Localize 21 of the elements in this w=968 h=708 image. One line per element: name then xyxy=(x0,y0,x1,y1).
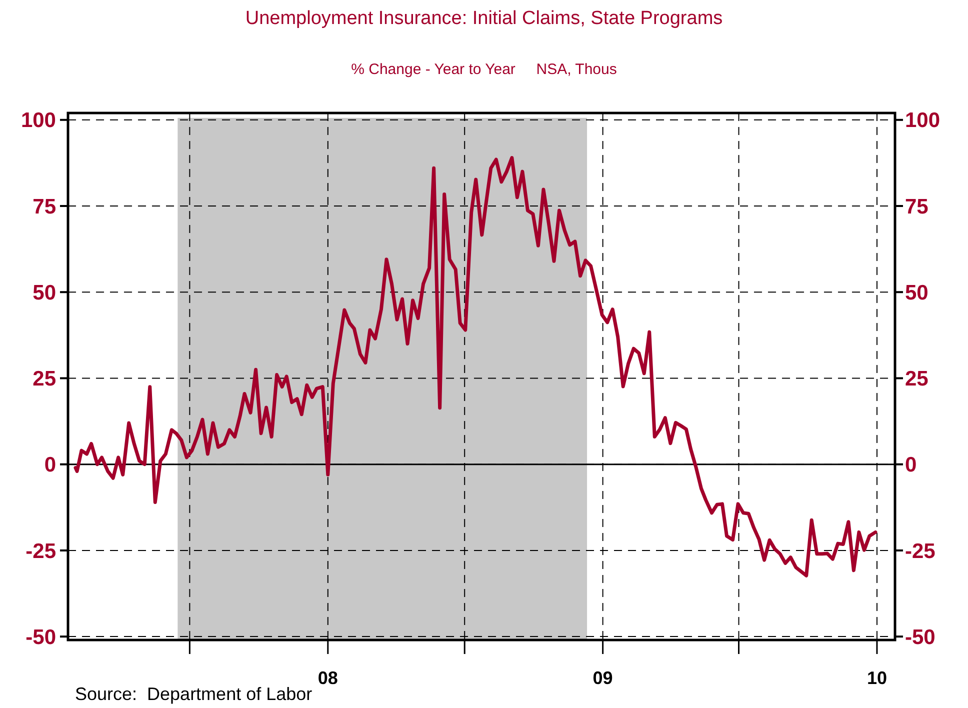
y-tick-label: 50 xyxy=(32,281,56,304)
y2-tick-label: 100 xyxy=(905,109,940,132)
y2-tick-label: 50 xyxy=(905,281,928,304)
chart-subtitle: % Change - Year to Year NSA, Thous xyxy=(351,61,617,78)
source-note: Source: Department of Labor xyxy=(75,684,312,704)
x-tick-label: 09 xyxy=(592,668,613,688)
y-tick-label: -50 xyxy=(26,626,56,649)
y2-tick-label: -50 xyxy=(905,626,936,649)
x-tick-label: 08 xyxy=(318,668,338,688)
y2-tick-label: 25 xyxy=(905,368,929,391)
y-tick-label: 100 xyxy=(20,109,56,132)
chart-title: Unemployment Insurance: Initial Claims, State Programs xyxy=(245,8,723,29)
y-tick-label: -25 xyxy=(26,540,56,563)
y-tick-label: 25 xyxy=(32,368,56,391)
y2-tick-label: 75 xyxy=(905,195,929,218)
y2-tick-label: 0 xyxy=(905,454,917,477)
y-tick-label: 75 xyxy=(32,195,56,218)
line-series xyxy=(74,156,878,578)
x-tick-label: 10 xyxy=(866,668,887,688)
y-tick-label: 0 xyxy=(44,454,56,477)
y2-tick-label: -25 xyxy=(905,540,936,563)
